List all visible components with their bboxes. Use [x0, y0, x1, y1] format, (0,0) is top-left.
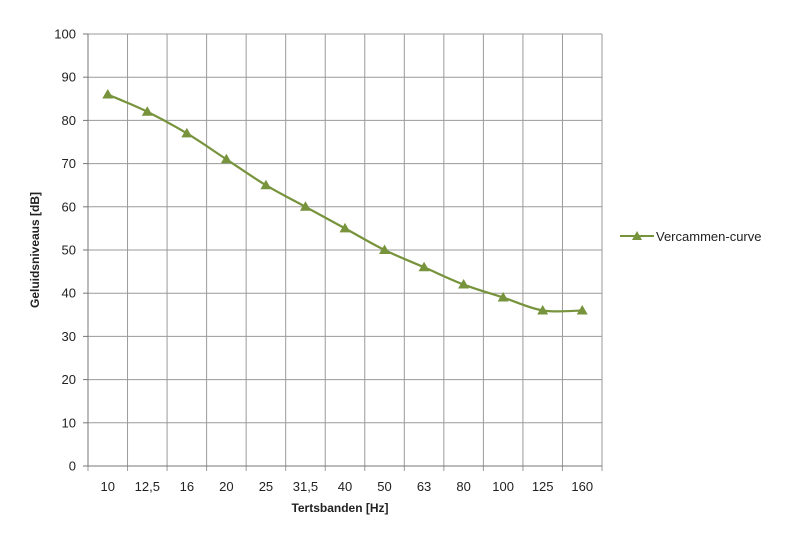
x-tick-label: 160 — [571, 479, 593, 494]
data-point-marker — [379, 244, 391, 254]
data-point-marker — [458, 279, 470, 289]
legend-label: Vercammen-curve — [656, 229, 761, 244]
data-point-marker — [260, 179, 272, 190]
data-point-marker — [181, 127, 193, 138]
data-point-marker — [576, 304, 588, 315]
data-point-marker — [497, 292, 509, 302]
x-tick-label: 125 — [532, 479, 554, 494]
y-tick-label: 30 — [62, 329, 76, 344]
x-tick-label: 12,5 — [135, 479, 160, 494]
data-point-marker — [418, 261, 430, 272]
y-axis-ticks: 0 10 20 30 40 50 60 70 80 90 100 — [54, 27, 88, 474]
y-tick-label: 0 — [69, 459, 76, 474]
x-tick-label: 63 — [417, 479, 431, 494]
legend-marker-triangle — [632, 231, 642, 240]
x-tick-label: 40 — [338, 479, 352, 494]
x-tick-label: 16 — [180, 479, 194, 494]
x-tick-label: 100 — [492, 479, 514, 494]
x-tick-label: 80 — [456, 479, 470, 494]
y-tick-label: 80 — [62, 113, 76, 128]
x-axis-ticks: 10 12,5 16 20 25 31,5 40 50 63 80 100 125 160 — [101, 479, 594, 494]
x-tick-label: 10 — [101, 479, 115, 494]
y-tick-label: 40 — [62, 286, 76, 301]
x-tick-label: 31,5 — [293, 479, 318, 494]
y-tick-label: 20 — [62, 372, 76, 387]
data-point-marker — [102, 88, 114, 99]
x-tick-label: 25 — [259, 479, 273, 494]
data-point-marker — [537, 304, 549, 315]
data-point-marker — [299, 201, 311, 211]
y-axis-title: Geluidsniveaus [dB] — [28, 192, 42, 308]
x-axis-title: Tertsbanden [Hz] — [291, 501, 388, 515]
grid — [87, 33, 603, 471]
data-point-marker — [141, 106, 153, 116]
data-point-marker — [339, 222, 351, 233]
y-tick-label: 90 — [62, 70, 76, 85]
legend: Vercammen-curve — [620, 229, 761, 244]
y-tick-label: 70 — [62, 156, 76, 171]
y-tick-label: 10 — [62, 415, 76, 430]
y-tick-label: 60 — [62, 199, 76, 214]
series — [102, 88, 588, 315]
x-tick-label: 50 — [377, 479, 391, 494]
x-tick-label: 20 — [219, 479, 233, 494]
y-tick-label: 50 — [62, 243, 76, 258]
y-tick-label: 100 — [54, 27, 76, 42]
series-line — [107, 93, 583, 313]
data-point-marker — [220, 153, 232, 164]
